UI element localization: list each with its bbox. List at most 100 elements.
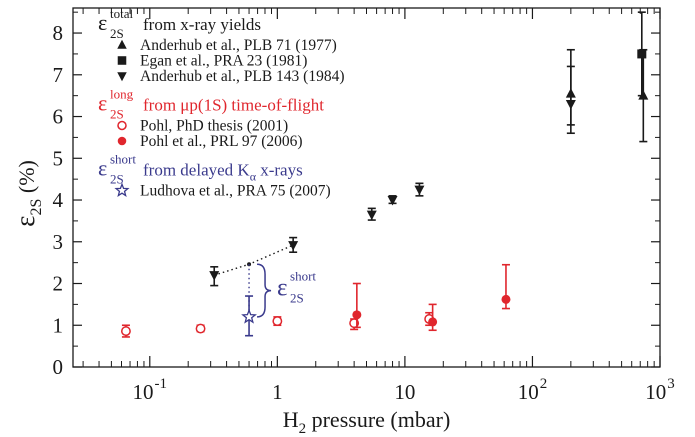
marker-circle-open bbox=[120, 326, 131, 337]
marker-circle-open bbox=[195, 323, 206, 334]
y-tick-label: 4 bbox=[53, 188, 64, 212]
legend-marker-triangle-up bbox=[117, 39, 127, 49]
data-point bbox=[414, 182, 425, 197]
y-axis-unit: (%) bbox=[14, 160, 39, 198]
legend-entry-label: Anderhub et al., PLB 71 (1977) bbox=[140, 37, 337, 54]
y-tick-label: 5 bbox=[53, 146, 64, 170]
x-tick-label: 103 bbox=[645, 376, 675, 404]
data-point bbox=[272, 316, 283, 327]
marker-circle-filled bbox=[352, 310, 362, 320]
legend-entry: Pohl, PhD thesis (2001) bbox=[117, 118, 288, 135]
y-axis-label: ε2S (%) bbox=[10, 160, 45, 227]
marker-triangle-down bbox=[366, 210, 377, 221]
legend-entry-label: Pohl, PhD thesis (2001) bbox=[140, 118, 288, 135]
data-point bbox=[387, 195, 398, 206]
marker-triangle-down bbox=[565, 100, 576, 110]
legend-group-sup: long bbox=[110, 87, 134, 102]
extrapolation-dotted-line bbox=[213, 244, 294, 276]
marker-circle-open bbox=[272, 316, 283, 327]
legend-entry-label: Egan et al., PRA 23 (1981) bbox=[140, 53, 307, 70]
legend-marker-circle-open bbox=[117, 120, 127, 131]
legend-group-title: from μp(1S) time-of-flight bbox=[143, 96, 324, 115]
legend-entry-label: Pohl et al., PRL 97 (2006) bbox=[140, 133, 303, 150]
x-tick-label: 102 bbox=[518, 376, 548, 404]
legend-entry: Anderhub et al., PLB 71 (1977) bbox=[117, 37, 337, 54]
marker-triangle-down bbox=[209, 271, 220, 281]
legend-group-sub: 2S bbox=[110, 172, 124, 187]
legend-group-text-sub: α bbox=[250, 170, 257, 184]
legend-group-header: ε short 2S from delayed Kα x-rays bbox=[98, 152, 303, 187]
y-axis-subscript: 2S bbox=[28, 199, 45, 216]
marker-triangle-down bbox=[414, 185, 425, 196]
marker-square bbox=[637, 49, 647, 59]
annotation-sup: short bbox=[290, 269, 316, 284]
legend-group-sup: total bbox=[110, 6, 133, 21]
data-point bbox=[428, 303, 438, 332]
legend-group-title: from delayed Kα x-rays bbox=[143, 161, 303, 184]
legend-group-text: from x-ray yields bbox=[143, 15, 261, 34]
legend-group-text: from delayed K bbox=[143, 161, 250, 180]
x-tick-base: 1 bbox=[272, 380, 283, 404]
legend-group-symbol: ε bbox=[98, 91, 107, 116]
y-tick-label: 7 bbox=[53, 63, 64, 87]
x-tick-base: 10 bbox=[518, 380, 539, 404]
y-axis-symbol: ε bbox=[10, 216, 40, 227]
data-point bbox=[501, 263, 511, 310]
x-axis-subscript: 2 bbox=[299, 421, 307, 437]
legend-group-header: ε long 2S from μp(1S) time-of-flight bbox=[98, 87, 324, 122]
x-axis-text: H bbox=[283, 407, 299, 432]
data-point bbox=[195, 323, 206, 334]
legend-marker-triangle-down bbox=[117, 72, 127, 82]
legend-marker-star-open bbox=[114, 182, 130, 197]
legend-group-sub: 2S bbox=[110, 26, 124, 41]
legend-group-header: ε total 2S from x-ray yields bbox=[98, 6, 261, 41]
legend-entry-label: Anderhub et al., PLB 143 (1984) bbox=[140, 68, 344, 85]
legend-group-sub: 2S bbox=[110, 107, 124, 122]
marker-triangle-down bbox=[387, 196, 398, 206]
annotation-sub: 2S bbox=[290, 291, 304, 306]
legend-entry: Pohl et al., PRL 97 (2006) bbox=[117, 133, 303, 150]
x-tick-base: 10 bbox=[394, 380, 415, 404]
x-tick-base: 10 bbox=[645, 380, 666, 404]
legend-group-symbol: ε bbox=[98, 156, 107, 181]
data-point bbox=[241, 295, 257, 337]
marker-circle-filled bbox=[428, 317, 438, 327]
data-point bbox=[637, 11, 647, 97]
x-axis-text-rest: pressure (mbar) bbox=[306, 407, 450, 432]
marker-star-open bbox=[241, 308, 257, 324]
brace bbox=[257, 263, 272, 318]
legend-marker-circle-filled bbox=[117, 136, 127, 146]
y-tick-label: 8 bbox=[53, 21, 64, 45]
x-tick-exponent: -1 bbox=[155, 376, 168, 392]
x-tick-label: 10 bbox=[394, 380, 415, 404]
data-point bbox=[120, 324, 131, 338]
marker-triangle-down bbox=[288, 241, 299, 251]
y-tick-label: 2 bbox=[53, 272, 64, 296]
annotation-label: ε bbox=[277, 275, 288, 302]
data-point bbox=[352, 282, 362, 329]
legend-marker-square bbox=[117, 56, 127, 65]
y-tick-label: 0 bbox=[53, 355, 64, 379]
y-tick-label: 3 bbox=[53, 230, 64, 254]
y-tick-label: 6 bbox=[53, 105, 64, 129]
data-point bbox=[288, 236, 299, 254]
x-tick-label: 1 bbox=[272, 380, 283, 404]
marker-circle-filled bbox=[501, 294, 511, 304]
data-point bbox=[209, 266, 220, 287]
legend-group-text-tail: x-rays bbox=[256, 161, 303, 180]
legend-group-title: from x-ray yields bbox=[143, 15, 261, 34]
legend-entry: Anderhub et al., PLB 143 (1984) bbox=[117, 68, 344, 85]
x-tick-label: 10-1 bbox=[133, 376, 168, 404]
legend-group-text: from μp(1S) time-of-flight bbox=[143, 96, 324, 115]
annotation-symbol: ε bbox=[277, 275, 288, 302]
x-tick-base: 10 bbox=[133, 380, 154, 404]
legend-entry: Ludhova et al., PRA 75 (2007) bbox=[114, 182, 331, 200]
data-point bbox=[366, 207, 377, 221]
data-point bbox=[565, 48, 576, 135]
legend-entry-label: Ludhova et al., PRA 75 (2007) bbox=[140, 183, 331, 200]
x-tick-exponent: 3 bbox=[667, 376, 675, 392]
legend-group-symbol: ε bbox=[98, 10, 107, 35]
x-axis-label: H2 pressure (mbar) bbox=[283, 407, 451, 437]
legend-entry: Egan et al., PRA 23 (1981) bbox=[117, 53, 307, 70]
